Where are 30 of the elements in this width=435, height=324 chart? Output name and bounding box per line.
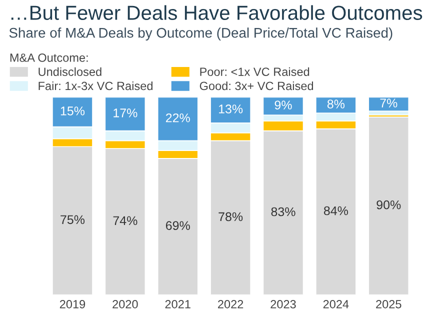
legend-label: Undisclosed [38, 67, 102, 76]
data-label: 75% [60, 215, 85, 224]
x-tick-label: 2019 [60, 300, 86, 308]
x-tick-label: 2023 [270, 300, 296, 308]
chart-title: …But Fewer Deals Have Favorable Outcomes [11, 5, 422, 20]
data-label: 13% [218, 104, 243, 114]
data-label: 83% [271, 207, 296, 216]
x-tick-label: 2022 [218, 300, 244, 308]
legend-label: Good: 3x+ VC Raised [200, 81, 314, 90]
x-tick-label: 2025 [376, 300, 402, 308]
data-label: 74% [113, 216, 138, 226]
bar [368, 116, 410, 295]
x-tick-label: 2021 [165, 300, 190, 308]
legend-title: M&A Outcome: [10, 53, 88, 62]
legend-label: Poor: <1x VC Raised [200, 67, 310, 76]
data-label: 78% [218, 212, 243, 222]
data-label: 17% [114, 108, 138, 118]
data-label: 84% [324, 206, 348, 216]
data-label: 7% [380, 98, 398, 108]
data-label: 15% [60, 106, 85, 116]
x-tick-label: 2020 [112, 300, 138, 308]
data-label: 9% [274, 100, 292, 110]
bar [368, 97, 410, 112]
legend-label: Fair: 1x-3x VC Raised [38, 81, 152, 90]
x-tick-label: 2024 [323, 300, 349, 308]
data-label: 8% [327, 100, 345, 108]
data-label: 22% [166, 113, 190, 122]
chart-subtitle: Share of M&A Deals by Outcome (Deal Price/Total VC Raised) [9, 28, 392, 40]
data-label: 69% [166, 221, 190, 230]
data-label: 90% [376, 200, 401, 210]
